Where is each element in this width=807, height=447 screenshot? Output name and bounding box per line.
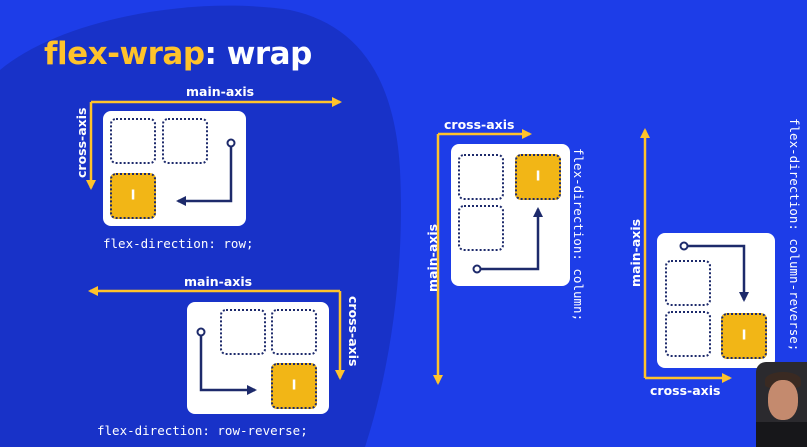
item-label: I [741, 328, 747, 344]
item-label: I [291, 378, 297, 394]
flex-container-row-reverse: I [187, 302, 329, 414]
empty-slot [458, 154, 504, 200]
flex-item: I [721, 313, 767, 359]
cross-axis-label: cross-axis [650, 383, 721, 398]
cross-axis-label: cross-axis [346, 296, 361, 367]
flex-item: I [271, 363, 317, 409]
flex-container-row: I [103, 111, 246, 226]
presenter-webcam [756, 362, 807, 447]
flex-container-column: I [451, 144, 570, 286]
flex-item: I [515, 154, 561, 200]
page-title: flex-wrap: wrap [44, 36, 312, 72]
empty-slot [220, 309, 266, 355]
item-label: I [130, 188, 136, 204]
code-label-column: flex-direction: column; [571, 148, 586, 322]
main-axis-label: main-axis [425, 223, 440, 292]
code-label-row: flex-direction: row; [103, 236, 254, 251]
title-value: : wrap [204, 36, 313, 72]
presenter-shirt [756, 422, 807, 447]
flow-arrow [176, 138, 236, 206]
main-axis-label: main-axis [184, 274, 253, 289]
main-axis-label: main-axis [628, 218, 643, 287]
empty-slot [458, 205, 504, 251]
empty-slot [665, 311, 711, 357]
cross-axis-label: cross-axis [444, 117, 515, 132]
main-axis-label: main-axis [186, 84, 255, 99]
presenter-face [768, 380, 798, 420]
title-keyword: flex-wrap [44, 36, 205, 72]
flex-item: I [110, 173, 156, 219]
flex-container-column-reverse: I [657, 233, 775, 368]
cross-axis-label: cross-axis [74, 107, 89, 178]
empty-slot [110, 118, 156, 164]
flow-arrow [196, 327, 257, 395]
flow-arrow [472, 207, 543, 274]
code-label-row-reverse: flex-direction: row-reverse; [97, 423, 308, 438]
empty-slot [665, 260, 711, 306]
code-label-column-reverse: flex-direction: column-reverse; [787, 118, 802, 352]
flow-arrow [679, 241, 749, 302]
item-label: I [535, 169, 541, 185]
empty-slot [162, 118, 208, 164]
empty-slot [271, 309, 317, 355]
